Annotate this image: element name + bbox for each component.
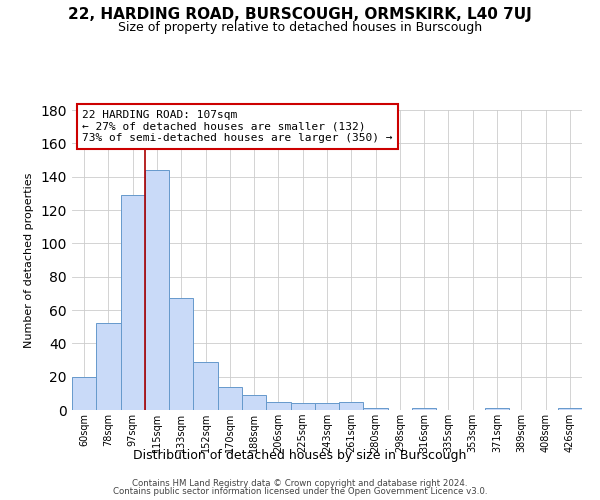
Bar bbox=[121, 195, 145, 410]
Bar bbox=[266, 402, 290, 410]
Bar bbox=[169, 298, 193, 410]
Bar bbox=[290, 404, 315, 410]
Bar bbox=[72, 376, 96, 410]
Bar bbox=[364, 408, 388, 410]
Bar bbox=[242, 395, 266, 410]
Bar bbox=[412, 408, 436, 410]
Text: Size of property relative to detached houses in Burscough: Size of property relative to detached ho… bbox=[118, 21, 482, 34]
Bar bbox=[485, 408, 509, 410]
Text: 22, HARDING ROAD, BURSCOUGH, ORMSKIRK, L40 7UJ: 22, HARDING ROAD, BURSCOUGH, ORMSKIRK, L… bbox=[68, 8, 532, 22]
Bar bbox=[339, 402, 364, 410]
Bar bbox=[193, 362, 218, 410]
Text: Contains public sector information licensed under the Open Government Licence v3: Contains public sector information licen… bbox=[113, 487, 487, 496]
Bar bbox=[558, 408, 582, 410]
Bar bbox=[145, 170, 169, 410]
Bar bbox=[315, 404, 339, 410]
Text: 22 HARDING ROAD: 107sqm
← 27% of detached houses are smaller (132)
73% of semi-d: 22 HARDING ROAD: 107sqm ← 27% of detache… bbox=[82, 110, 392, 143]
Text: Distribution of detached houses by size in Burscough: Distribution of detached houses by size … bbox=[133, 448, 467, 462]
Bar bbox=[218, 386, 242, 410]
Text: Contains HM Land Registry data © Crown copyright and database right 2024.: Contains HM Land Registry data © Crown c… bbox=[132, 478, 468, 488]
Y-axis label: Number of detached properties: Number of detached properties bbox=[25, 172, 34, 348]
Bar bbox=[96, 324, 121, 410]
